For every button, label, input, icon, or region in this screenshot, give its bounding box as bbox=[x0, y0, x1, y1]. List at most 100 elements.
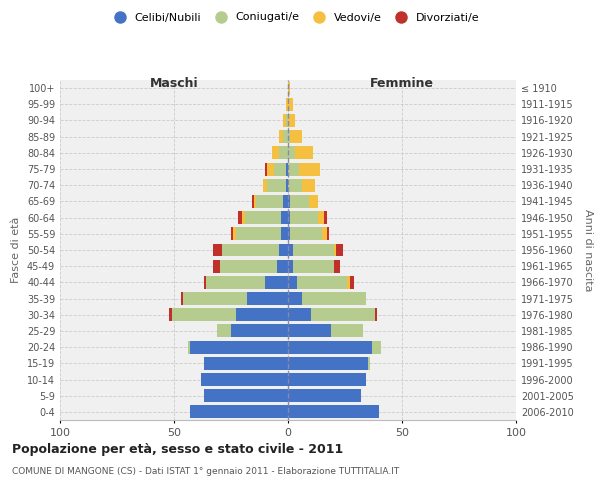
Text: COMUNE DI MANGONE (CS) - Dati ISTAT 1° gennaio 2011 - Elaborazione TUTTITALIA.IT: COMUNE DI MANGONE (CS) - Dati ISTAT 1° g… bbox=[12, 468, 399, 476]
Bar bbox=[288, 146, 295, 160]
Bar bbox=[283, 114, 286, 127]
Bar bbox=[217, 324, 231, 338]
Bar bbox=[327, 228, 329, 240]
Legend: Celibi/Nubili, Coniugati/e, Vedovi/e, Divorziati/e: Celibi/Nubili, Coniugati/e, Vedovi/e, Di… bbox=[104, 8, 484, 27]
Bar bbox=[274, 162, 286, 175]
Bar bbox=[279, 244, 288, 256]
Bar bbox=[288, 244, 293, 256]
Bar bbox=[263, 179, 268, 192]
Bar bbox=[279, 130, 283, 143]
Bar bbox=[172, 308, 236, 321]
Bar bbox=[206, 276, 265, 289]
Bar bbox=[222, 244, 279, 256]
Bar bbox=[256, 195, 283, 208]
Bar bbox=[288, 211, 290, 224]
Bar bbox=[299, 162, 320, 175]
Bar bbox=[325, 211, 327, 224]
Y-axis label: Fasce di età: Fasce di età bbox=[11, 217, 21, 283]
Bar bbox=[233, 228, 236, 240]
Bar bbox=[283, 195, 288, 208]
Bar bbox=[203, 389, 288, 402]
Bar bbox=[336, 244, 343, 256]
Bar bbox=[286, 162, 288, 175]
Bar bbox=[254, 195, 256, 208]
Bar bbox=[183, 292, 247, 305]
Bar bbox=[203, 276, 206, 289]
Bar bbox=[220, 260, 277, 272]
Bar bbox=[288, 292, 302, 305]
Bar bbox=[236, 308, 288, 321]
Bar bbox=[169, 308, 172, 321]
Bar bbox=[302, 292, 365, 305]
Bar bbox=[190, 406, 288, 418]
Bar bbox=[283, 130, 288, 143]
Bar bbox=[288, 324, 331, 338]
Bar bbox=[295, 146, 313, 160]
Bar bbox=[334, 244, 336, 256]
Bar bbox=[293, 260, 334, 272]
Bar bbox=[350, 276, 354, 289]
Bar bbox=[277, 260, 288, 272]
Bar bbox=[213, 244, 222, 256]
Bar bbox=[288, 276, 297, 289]
Bar bbox=[188, 340, 190, 353]
Bar bbox=[181, 292, 183, 305]
Bar bbox=[290, 211, 317, 224]
Bar bbox=[331, 324, 363, 338]
Bar bbox=[288, 130, 290, 143]
Bar bbox=[374, 308, 377, 321]
Text: Femmine: Femmine bbox=[370, 77, 434, 90]
Bar bbox=[334, 260, 340, 272]
Text: Maschi: Maschi bbox=[149, 77, 199, 90]
Bar bbox=[288, 260, 293, 272]
Bar bbox=[317, 211, 325, 224]
Bar bbox=[288, 82, 290, 94]
Bar bbox=[265, 276, 288, 289]
Bar bbox=[347, 276, 350, 289]
Bar bbox=[231, 228, 233, 240]
Bar bbox=[268, 179, 286, 192]
Bar bbox=[247, 292, 288, 305]
Bar bbox=[286, 114, 288, 127]
Bar bbox=[288, 389, 361, 402]
Bar bbox=[288, 406, 379, 418]
Bar bbox=[311, 308, 374, 321]
Bar bbox=[288, 162, 299, 175]
Bar bbox=[281, 228, 288, 240]
Bar bbox=[288, 179, 302, 192]
Bar bbox=[288, 357, 368, 370]
Bar bbox=[308, 195, 317, 208]
Bar bbox=[272, 146, 279, 160]
Bar bbox=[373, 340, 382, 353]
Bar bbox=[213, 260, 220, 272]
Bar bbox=[245, 211, 281, 224]
Bar bbox=[236, 228, 281, 240]
Bar bbox=[238, 211, 242, 224]
Text: Popolazione per età, sesso e stato civile - 2011: Popolazione per età, sesso e stato civil… bbox=[12, 442, 343, 456]
Y-axis label: Anni di nascita: Anni di nascita bbox=[583, 208, 593, 291]
Bar bbox=[286, 98, 288, 111]
Bar bbox=[302, 179, 316, 192]
Bar bbox=[288, 195, 290, 208]
Bar bbox=[242, 211, 245, 224]
Bar bbox=[279, 146, 288, 160]
Bar bbox=[288, 340, 373, 353]
Bar bbox=[251, 195, 254, 208]
Bar bbox=[288, 114, 295, 127]
Bar bbox=[290, 228, 322, 240]
Bar bbox=[288, 98, 293, 111]
Bar bbox=[268, 162, 274, 175]
Bar bbox=[265, 162, 268, 175]
Bar bbox=[293, 244, 334, 256]
Bar bbox=[290, 130, 302, 143]
Bar bbox=[203, 357, 288, 370]
Bar bbox=[286, 179, 288, 192]
Bar bbox=[281, 211, 288, 224]
Bar bbox=[202, 373, 288, 386]
Bar bbox=[322, 228, 327, 240]
Bar bbox=[290, 195, 308, 208]
Bar bbox=[297, 276, 347, 289]
Bar bbox=[190, 340, 288, 353]
Bar bbox=[288, 373, 365, 386]
Bar bbox=[288, 308, 311, 321]
